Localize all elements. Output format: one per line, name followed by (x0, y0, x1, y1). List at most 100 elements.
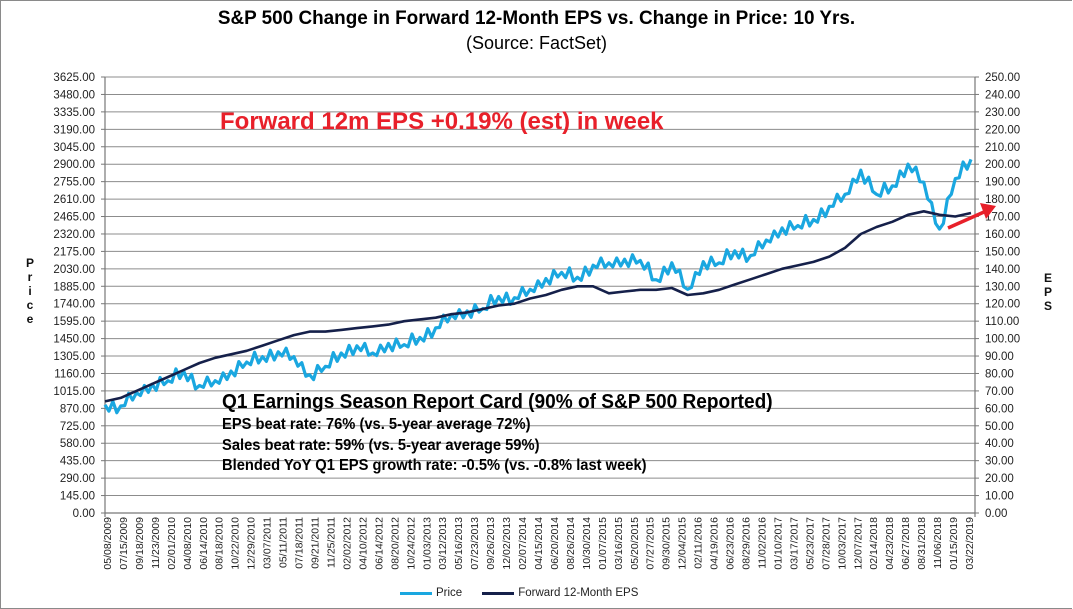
x-tick-label: 06/14/2010 (198, 517, 210, 570)
y-right-tick-label: 230.00 (985, 107, 1020, 119)
weekly-eps-annotation: Forward 12m EPS +0.19% (est) in week (220, 108, 664, 135)
y-axis-left-title-letter: r (28, 270, 33, 284)
y-right-tick-label: 190.00 (985, 177, 1020, 189)
y-left-tick-label: 870.00 (60, 403, 95, 415)
sales-beat-rate: Sales beat rate: 59% (vs. 5-year average… (222, 436, 540, 454)
y-right-tick-label: 160.00 (985, 229, 1020, 241)
x-tick-label: 02/11/2016 (693, 517, 705, 569)
y-axis-right-title-letter: P (1044, 285, 1052, 299)
x-tick-label: 03/07/2011 (262, 517, 274, 569)
x-tick-label: 04/10/2012 (357, 517, 369, 570)
x-tick-label: 02/01/2010 (166, 517, 178, 570)
series-lines (103, 158, 973, 415)
y-left-tick-label: 725.00 (60, 421, 95, 433)
y-right-tick-label: 200.00 (985, 159, 1020, 171)
x-tick-label: 12/07/2017 (852, 517, 864, 570)
axes (101, 76, 979, 517)
legend-item-eps: Forward 12-Month EPS (482, 587, 638, 599)
y-axis-left-title-letter: P (26, 256, 34, 270)
blended-growth-rate: Blended YoY Q1 EPS growth rate: -0.5% (v… (222, 457, 647, 474)
x-tick-label: 01/15/2019 (948, 517, 960, 570)
x-tick-label: 06/27/2018 (900, 517, 912, 570)
y-axis-left-title-letter: c (27, 298, 34, 312)
y-left-tick-label: 1595.00 (53, 316, 95, 328)
y-left-tick-label: 290.00 (60, 473, 95, 485)
y-right-tick-label: 250.00 (985, 72, 1020, 84)
y-axis-right-ticks: 0.00 10.00 20.00 30.00 40.00 50.00 60.00 70.00 8… (985, 72, 1020, 520)
x-tick-label: 03/17/2017 (788, 517, 800, 570)
x-tick-label: 11/02/2016 (756, 517, 768, 569)
x-tick-label: 11/23/2009 (150, 517, 162, 569)
y-axis-right-title-letter: S (1044, 299, 1052, 313)
y-right-tick-label: 130.00 (985, 281, 1020, 293)
y-right-tick-label: 120.00 (985, 299, 1020, 311)
y-right-tick-label: 60.00 (985, 403, 1014, 415)
price-line (103, 158, 973, 415)
y-axis-left-title-letter: i (28, 284, 31, 298)
x-tick-label: 06/20/2014 (549, 517, 561, 570)
x-tick-label: 08/26/2014 (565, 517, 577, 570)
y-left-tick-label: 2320.00 (53, 229, 95, 241)
y-right-tick-label: 20.00 (985, 473, 1014, 485)
x-tick-label: 09/18/2009 (134, 517, 146, 570)
x-axis-ticks: 05/08/2009 07/15/2009 09/18/2009 11/23/2009… (102, 517, 976, 570)
gridlines (105, 76, 975, 497)
x-tick-label: 08/31/2018 (916, 517, 928, 570)
y-left-tick-label: 1015.00 (53, 386, 95, 398)
y-right-tick-label: 240.00 (985, 89, 1020, 101)
y-left-tick-label: 435.00 (60, 456, 95, 468)
y-left-tick-label: 2610.00 (53, 194, 95, 206)
x-tick-label: 10/22/2010 (230, 517, 242, 570)
y-right-tick-label: 150.00 (985, 246, 1020, 258)
y-axis-right-title-letter: E (1044, 271, 1052, 285)
y-right-tick-label: 110.00 (985, 316, 1019, 328)
chart-subtitle: (Source: FactSet) (465, 33, 608, 53)
y-right-tick-label: 100.00 (985, 334, 1020, 346)
x-tick-label: 06/14/2012 (373, 517, 385, 570)
eps-beat-rate: EPS beat rate: 76% (vs. 5-year average 7… (222, 416, 531, 433)
y-right-tick-label: 140.00 (985, 264, 1020, 276)
legend-label-eps: Forward 12-Month EPS (518, 587, 639, 599)
y-left-tick-label: 0.00 (73, 508, 95, 520)
x-tick-label: 07/18/2011 (294, 517, 306, 569)
y-left-tick-label: 2030.00 (53, 264, 95, 276)
y-right-tick-label: 220.00 (985, 124, 1020, 136)
y-left-tick-label: 3190.00 (53, 124, 95, 136)
x-tick-label: 11/25/2011 (325, 517, 337, 568)
y-right-tick-label: 30.00 (985, 456, 1014, 468)
y-left-tick-label: 1450.00 (53, 334, 95, 346)
y-left-tick-label: 2465.00 (53, 212, 95, 224)
x-tick-label: 05/08/2009 (102, 517, 114, 570)
y-left-tick-label: 3480.00 (53, 89, 95, 101)
y-left-tick-label: 3625.00 (53, 72, 95, 84)
legend-item-price: Price (400, 587, 462, 599)
x-tick-label: 07/27/2015 (645, 517, 657, 570)
y-right-tick-label: 70.00 (985, 386, 1014, 398)
x-tick-label: 08/29/2016 (741, 517, 753, 570)
eps-line (104, 210, 972, 403)
y-right-tick-label: 170.00 (985, 212, 1020, 224)
x-tick-label: 07/28/2017 (820, 517, 832, 570)
red-arrow (947, 203, 996, 230)
y-left-tick-label: 1160.00 (54, 368, 95, 380)
x-tick-label: 09/30/2015 (661, 517, 673, 570)
x-tick-label: 04/15/2014 (533, 517, 545, 570)
y-axis-left-ticks: 0.00 145.00 290.00 435.00 580.00 725.00 870.00… (53, 72, 95, 520)
y-left-tick-label: 3045.00 (53, 142, 95, 154)
x-tick-label: 08/20/2012 (389, 517, 401, 570)
legend: Price Forward 12-Month EPS (400, 587, 652, 599)
y-left-tick-label: 1740.00 (53, 299, 95, 311)
report-card-heading: Q1 Earnings Season Report Card (90% of S… (222, 390, 773, 413)
x-tick-label: 01/10/2017 (772, 517, 784, 570)
y-right-tick-label: 10.00 (985, 491, 1014, 503)
x-tick-label: 12/04/2015 (677, 517, 689, 570)
x-tick-label: 12/29/2010 (246, 517, 258, 570)
y-right-tick-label: 40.00 (985, 438, 1014, 450)
x-tick-label: 04/08/2010 (182, 517, 194, 570)
y-right-tick-label: 80.00 (985, 368, 1014, 380)
x-tick-label: 02/02/2012 (341, 517, 353, 570)
x-tick-label: 01/07/2015 (597, 517, 609, 570)
x-tick-label: 05/23/2017 (804, 517, 816, 570)
y-left-tick-label: 2755.00 (53, 177, 95, 189)
